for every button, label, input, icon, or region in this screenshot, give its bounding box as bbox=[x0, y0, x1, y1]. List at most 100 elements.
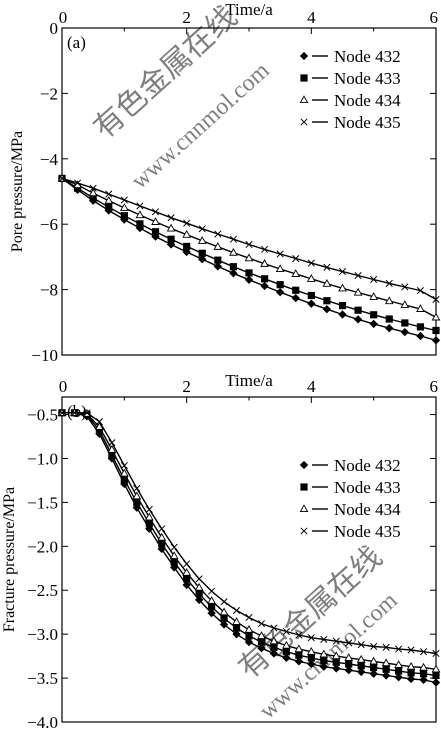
data-point-a-3-6 bbox=[151, 208, 160, 216]
y-tick-label-b-6: −3.5 bbox=[27, 669, 58, 688]
data-point-b-3-8 bbox=[158, 525, 166, 533]
y-tick-label-b-2: −1.5 bbox=[27, 493, 58, 512]
data-point-a-2-21 bbox=[384, 296, 394, 305]
data-point-b-2-20 bbox=[306, 647, 316, 655]
data-point-b-3-3 bbox=[95, 418, 103, 426]
legend-marker-b-0 bbox=[299, 460, 309, 470]
data-point-b-1-27 bbox=[394, 667, 403, 675]
chart-panel-b: 0 2 4 6 Time/a −0.5 −1.0 −1.5 −2.0 −2.5 −3.0 −3.5 −4… bbox=[1, 371, 441, 730]
data-point-a-1-15 bbox=[292, 286, 300, 294]
data-point-b-2-30 bbox=[431, 664, 441, 673]
data-point-a-3-14 bbox=[276, 250, 284, 258]
data-point-a-1-18 bbox=[338, 302, 347, 310]
data-point-b-0-16 bbox=[257, 644, 266, 653]
legend-marker-a-3 bbox=[300, 118, 308, 126]
y-tick-label-a-1: −2 bbox=[40, 84, 58, 103]
data-point-b-1-24 bbox=[357, 662, 365, 670]
data-point-a-3-2 bbox=[89, 184, 97, 192]
data-point-a-3-9 bbox=[198, 225, 206, 233]
data-point-b-2-10 bbox=[182, 567, 192, 576]
data-point-a-1-8 bbox=[183, 242, 191, 251]
data-point-b-1-23 bbox=[345, 660, 353, 668]
data-point-a-2-17 bbox=[322, 278, 332, 287]
data-point-b-2-8 bbox=[157, 532, 167, 541]
data-point-a-1-13 bbox=[260, 275, 269, 283]
data-point-a-2-13 bbox=[260, 259, 269, 267]
data-point-a-0-23 bbox=[416, 331, 425, 341]
legend-b: Node 432 Node 433 Node 434 Node 435 bbox=[299, 456, 401, 541]
data-point-b-1-16 bbox=[257, 638, 266, 646]
data-point-b-3-11 bbox=[195, 575, 203, 583]
x-tick-label-b-1: 2 bbox=[182, 377, 191, 396]
legend-label-a-2: Node 434 bbox=[334, 91, 401, 110]
data-point-a-0-17 bbox=[322, 305, 332, 314]
data-point-b-0-27 bbox=[394, 673, 403, 682]
data-point-b-1-18 bbox=[282, 648, 291, 656]
legend-label-b-2: Node 434 bbox=[334, 500, 401, 519]
data-point-a-1-5 bbox=[136, 220, 144, 228]
data-point-a-2-6 bbox=[151, 217, 160, 225]
data-point-a-2-23 bbox=[416, 304, 425, 312]
x-tick-label-b-0: 0 bbox=[59, 377, 68, 396]
data-point-b-1-13 bbox=[220, 614, 228, 622]
data-point-b-2-14 bbox=[232, 617, 241, 625]
data-point-b-2-4 bbox=[107, 444, 117, 453]
data-point-a-1-20 bbox=[370, 311, 378, 319]
legend-marker-b-3 bbox=[300, 527, 308, 535]
data-point-b-2-11 bbox=[194, 582, 204, 591]
series-line-a-2 bbox=[61, 177, 437, 319]
data-point-a-3-10 bbox=[214, 230, 222, 238]
data-point-a-3-19 bbox=[354, 271, 362, 280]
y-axis-title-b: Fracture pressure/MPa bbox=[1, 487, 18, 632]
chart-panel-a: 0 2 4 6 Time/a 0 −2 −4 −6 −8 −10 Pore pressure/MPa (… bbox=[9, 0, 441, 365]
y-tick-label-b-0: −0.5 bbox=[27, 406, 58, 425]
data-point-a-0-10 bbox=[213, 262, 222, 271]
data-point-b-2-28 bbox=[406, 661, 416, 670]
data-point-b-1-22 bbox=[332, 658, 340, 666]
data-point-b-2-16 bbox=[257, 631, 266, 639]
data-point-b-3-5 bbox=[120, 461, 128, 470]
data-point-a-3-20 bbox=[370, 275, 378, 284]
data-point-b-0-23 bbox=[344, 666, 353, 675]
data-point-b-0-15 bbox=[244, 637, 254, 647]
data-point-b-3-23 bbox=[345, 639, 353, 647]
data-point-b-1-20 bbox=[307, 654, 315, 662]
data-point-b-1-11 bbox=[195, 590, 203, 598]
data-point-a-1-21 bbox=[385, 315, 393, 323]
data-point-a-3-11 bbox=[229, 235, 237, 243]
y-tick-label-a-5: −10 bbox=[31, 346, 58, 365]
x-tick-label-a-2: 4 bbox=[307, 8, 316, 27]
data-point-b-3-1 bbox=[70, 409, 79, 417]
data-point-a-0-21 bbox=[385, 324, 394, 333]
legend-marker-a-2 bbox=[299, 95, 309, 104]
data-point-a-2-12 bbox=[244, 253, 254, 262]
data-point-b-3-30 bbox=[432, 649, 440, 658]
data-point-b-2-18 bbox=[282, 640, 291, 649]
data-point-b-3-22 bbox=[332, 637, 340, 645]
data-point-a-2-16 bbox=[306, 274, 316, 282]
data-point-b-1-10 bbox=[183, 575, 191, 583]
data-point-b-0-19 bbox=[294, 657, 304, 666]
data-point-a-2-3 bbox=[104, 195, 114, 204]
data-point-b-2-7 bbox=[144, 512, 154, 521]
data-point-a-1-7 bbox=[167, 235, 175, 243]
data-point-a-3-21 bbox=[385, 279, 393, 287]
data-point-a-3-13 bbox=[261, 245, 269, 253]
data-point-b-1-28 bbox=[407, 669, 415, 677]
y-tick-label-b-7: −4.0 bbox=[27, 713, 58, 730]
data-point-a-2-9 bbox=[197, 236, 207, 244]
data-point-b-1-19 bbox=[295, 651, 303, 659]
y-tick-label-a-3: −6 bbox=[40, 215, 58, 234]
data-point-b-2-21 bbox=[319, 649, 329, 658]
data-point-a-3-22 bbox=[401, 283, 409, 291]
data-point-a-1-24 bbox=[432, 326, 440, 335]
data-point-b-2-27 bbox=[394, 660, 403, 668]
data-point-b-0-24 bbox=[357, 667, 366, 677]
data-point-a-0-15 bbox=[291, 293, 300, 303]
data-point-b-0-29 bbox=[419, 675, 428, 685]
data-point-a-3-3 bbox=[105, 190, 113, 198]
data-point-b-2-19 bbox=[294, 644, 304, 653]
x-tick-label-b-3: 6 bbox=[430, 377, 439, 396]
series-a-3 bbox=[58, 174, 440, 303]
series-a-1 bbox=[58, 174, 440, 335]
